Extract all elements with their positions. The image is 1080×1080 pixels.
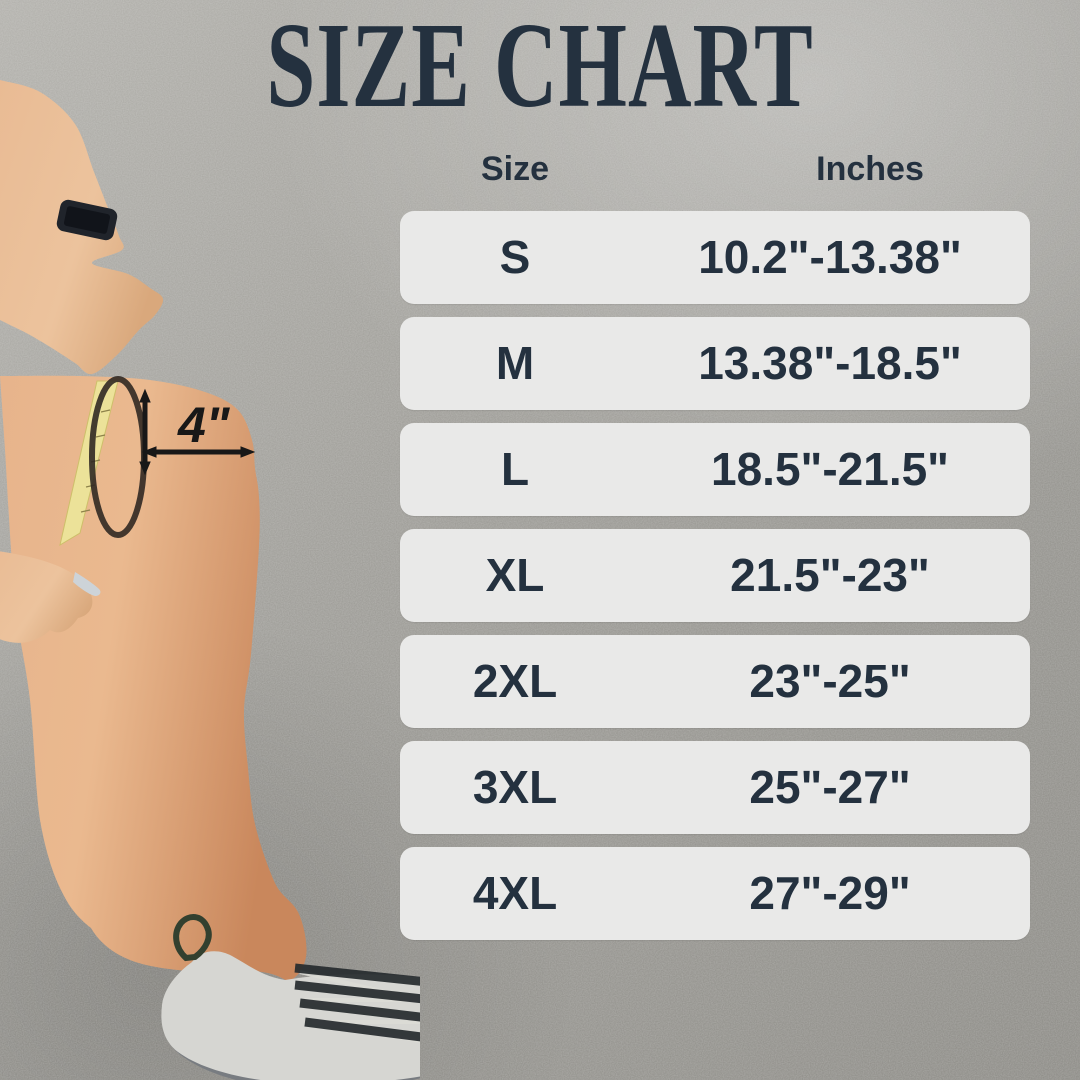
svg-text:4": 4" <box>177 397 231 453</box>
